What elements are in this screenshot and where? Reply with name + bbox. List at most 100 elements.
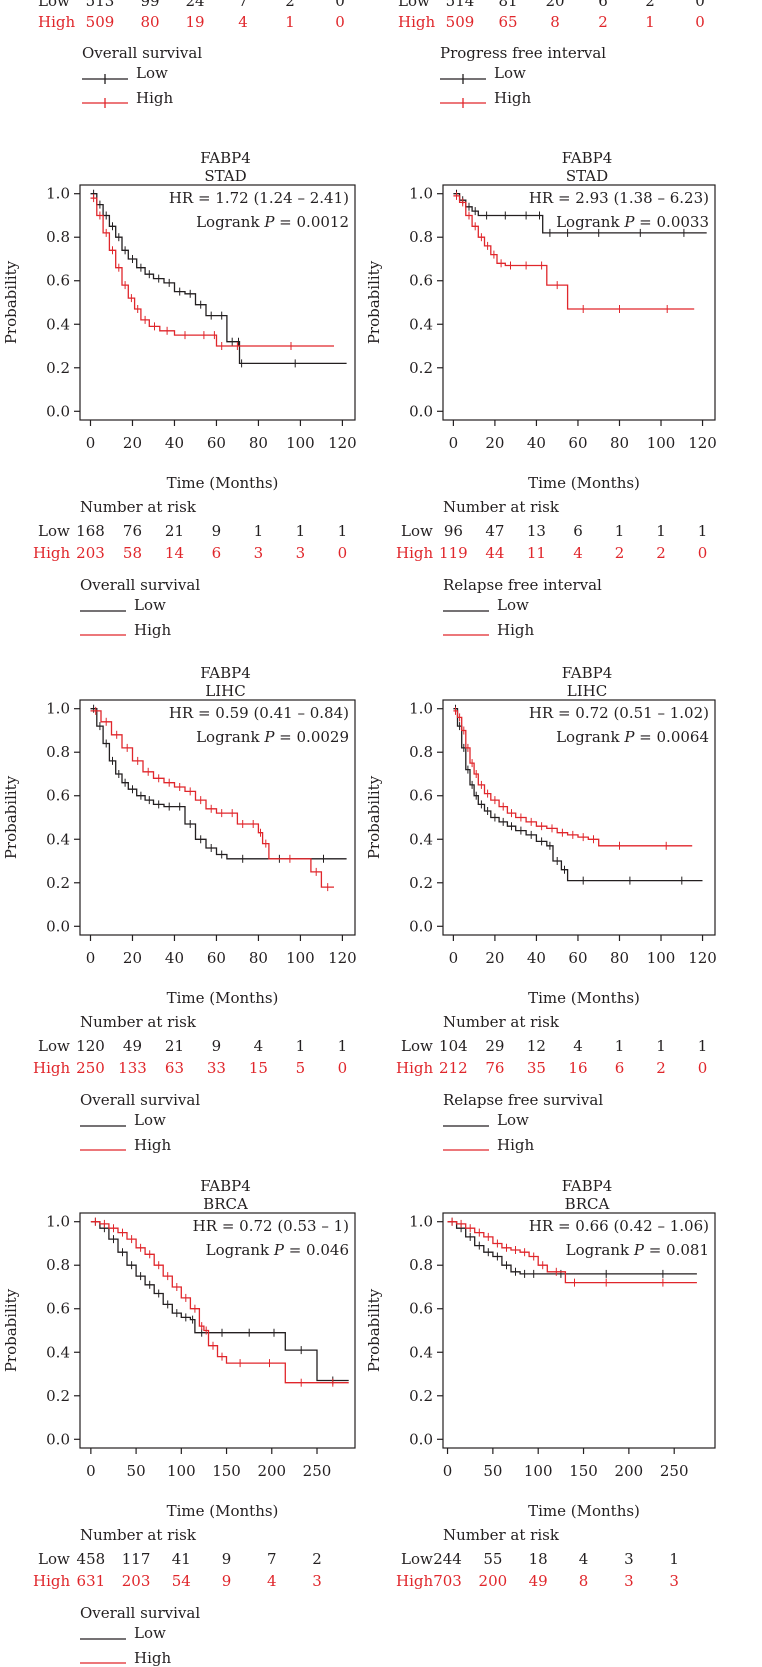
chart-subtitle: STAD — [566, 167, 608, 185]
y-tick-label: 1.0 — [46, 185, 70, 203]
risk-low-label: Low — [38, 0, 70, 10]
x-tick-label: 0 — [449, 949, 459, 967]
legend-high-label: High — [134, 1136, 171, 1154]
y-tick-label: 0.0 — [46, 1430, 70, 1448]
y-axis-label: Probability — [2, 1288, 20, 1372]
y-axis-label: Probability — [2, 775, 20, 859]
y-axis-label: Probability — [365, 260, 383, 344]
logrank-text: Logrank P = 0.0029 — [196, 728, 349, 746]
p-value: = 0.0033 — [634, 213, 709, 231]
risk-low-value: 1 — [338, 1037, 348, 1055]
chart-subtitle: BRCA — [565, 1195, 610, 1213]
chart-title: FABP4 — [200, 149, 251, 167]
y-tick-label: 0.2 — [409, 359, 433, 377]
y-tick-label: 0.6 — [409, 1300, 433, 1318]
risk-low-label: Low — [38, 1037, 70, 1055]
km-curve-low — [453, 193, 707, 234]
risk-high-value: 0 — [698, 1059, 708, 1077]
x-tick-label: 0 — [86, 434, 96, 452]
risk-low-label: Low — [38, 1550, 70, 1568]
risk-high-value: 44 — [485, 544, 504, 562]
logrank-prefix: Logrank — [196, 728, 264, 746]
risk-high-value: 65 — [498, 13, 517, 31]
top-strip-left: Low High 513 99 24 7 2 0 509 80 19 4 1 0 Overall survi… — [38, 0, 345, 108]
legend-title: Relapse free survival — [443, 1091, 603, 1109]
x-tick-label: 200 — [257, 1462, 286, 1480]
risk-low-value: 20 — [545, 0, 564, 10]
legend-title: Overall survival — [82, 44, 202, 62]
x-tick-label: 0 — [86, 1462, 96, 1480]
x-tick-label: 40 — [165, 949, 184, 967]
risk-high-label: High — [398, 13, 435, 31]
risk-high-value: 203 — [76, 544, 105, 562]
risk-high-label: High — [33, 1572, 70, 1590]
x-tick-label: 150 — [569, 1462, 598, 1480]
x-tick-label: 100 — [647, 434, 676, 452]
risk-low-value: 1 — [296, 522, 306, 540]
p-value: = 0.081 — [644, 1241, 709, 1259]
chart-subtitle: BRCA — [203, 1195, 248, 1213]
legend-title: Relapse free interval — [443, 576, 602, 594]
y-tick-label: 0.6 — [46, 272, 70, 290]
risk-low-value: 3 — [624, 1550, 634, 1568]
hr-text: HR = 1.72 (1.24 – 2.41) — [169, 189, 349, 207]
x-tick-label: 20 — [123, 949, 142, 967]
km-curve-low — [90, 708, 347, 860]
risk-table-title: Number at risk — [80, 1013, 197, 1031]
risk-low-value: 18 — [529, 1550, 548, 1568]
y-tick-label: 0.2 — [46, 874, 70, 892]
x-tick-label: 0 — [449, 434, 459, 452]
risk-low-value: 7 — [267, 1550, 277, 1568]
km-curve-low — [90, 193, 347, 365]
risk-low-value: 1 — [254, 522, 264, 540]
plot-frame — [442, 1212, 716, 1449]
risk-low-value: 244 — [433, 1550, 462, 1568]
x-tick-label: 120 — [328, 949, 357, 967]
risk-high-value: 2 — [615, 544, 625, 562]
logrank-text: Logrank P = 0.046 — [206, 1241, 349, 1259]
risk-low-value: 1 — [615, 1037, 625, 1055]
risk-low-value: 4 — [579, 1550, 589, 1568]
y-tick-label: 0.4 — [46, 830, 70, 848]
risk-high-value: 9 — [222, 1572, 232, 1590]
y-axis-label: Probability — [365, 1288, 383, 1372]
risk-low-value: 458 — [77, 1550, 106, 1568]
risk-high-value: 703 — [433, 1572, 462, 1590]
x-axis-label: Time (Months) — [167, 474, 279, 492]
risk-high-value: 1 — [645, 13, 655, 31]
x-tick-label: 100 — [647, 949, 676, 967]
risk-high-value: 15 — [249, 1059, 268, 1077]
p-value: = 0.0064 — [634, 728, 709, 746]
chart-subtitle: STAD — [204, 167, 246, 185]
y-tick-label: 0.6 — [409, 272, 433, 290]
risk-high-value: 212 — [439, 1059, 468, 1077]
risk-high-value: 0 — [335, 13, 345, 31]
risk-high-value: 119 — [439, 544, 468, 562]
risk-high-value: 54 — [172, 1572, 191, 1590]
legend-high-label: High — [497, 1136, 534, 1154]
y-tick-label: 0.6 — [46, 787, 70, 805]
logrank-text: Logrank P = 0.0012 — [196, 213, 349, 231]
plot-frame — [442, 184, 716, 421]
risk-low-value: 76 — [123, 522, 142, 540]
risk-low-value: 514 — [446, 0, 475, 10]
risk-high-value: 1 — [285, 13, 295, 31]
legend-low-label: Low — [494, 64, 526, 82]
risk-low-value: 99 — [140, 0, 159, 10]
risk-high-value: 3 — [312, 1572, 322, 1590]
risk-high-value: 5 — [296, 1059, 306, 1077]
risk-high-value: 4 — [573, 544, 583, 562]
hr-text: HR = 0.66 (0.42 – 1.06) — [529, 1217, 709, 1235]
y-tick-label: 0.0 — [409, 1430, 433, 1448]
x-tick-label: 120 — [688, 949, 717, 967]
risk-low-value: 81 — [498, 0, 517, 10]
y-tick-label: 0.2 — [409, 874, 433, 892]
legend-high-label: High — [136, 89, 173, 107]
p-value: = 0.046 — [284, 1241, 349, 1259]
y-tick-label: 0.2 — [409, 1387, 433, 1405]
chart-subtitle: LIHC — [205, 682, 245, 700]
x-tick-label: 80 — [249, 949, 268, 967]
